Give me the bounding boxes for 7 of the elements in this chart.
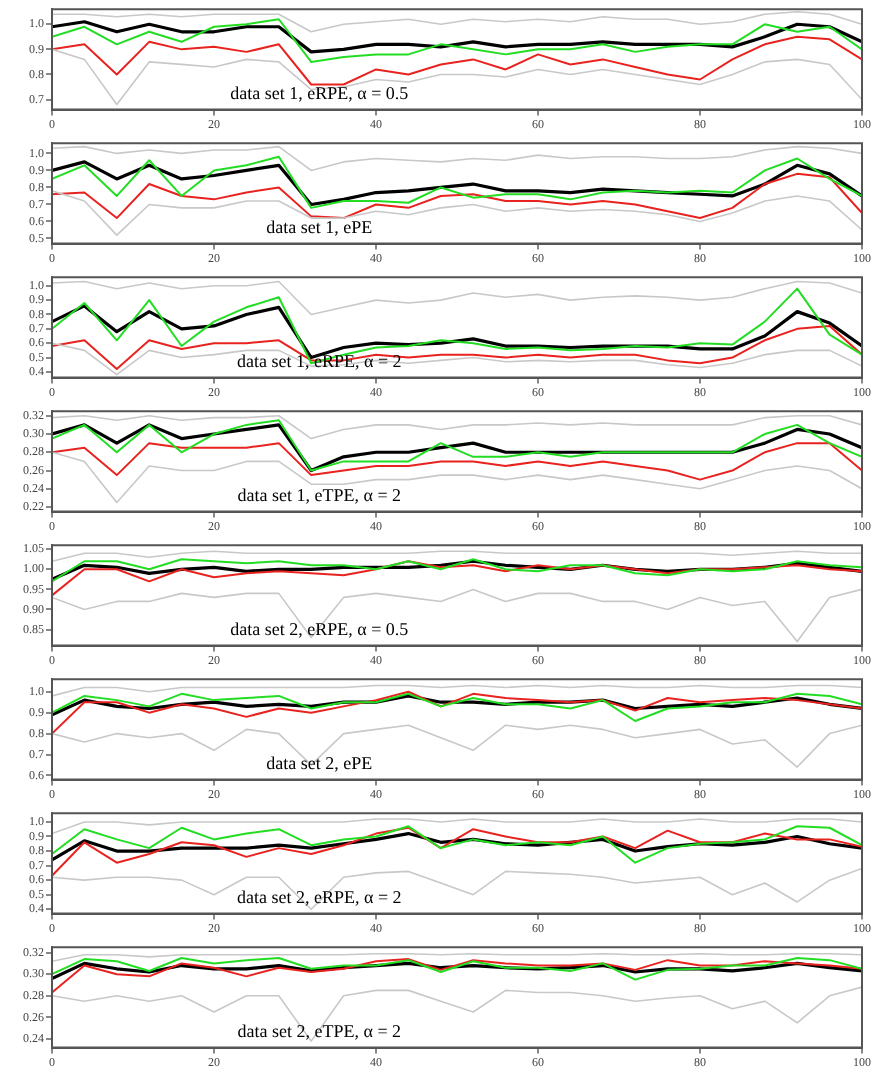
annotation: data set 2, eTPE, α = 2 (237, 1021, 402, 1042)
annotation: data set 1, eRPE, α = 0.5 (230, 83, 410, 104)
annotation: data set 2, eRPE, α = 0.5 (230, 619, 410, 640)
annotation: data set 1, eTPE, α = 2 (237, 485, 402, 506)
annotation: data set 2, ePE (266, 753, 374, 774)
annotation: data set 2, eRPE, α = 2 (237, 887, 402, 908)
annotation: data set 1, ePE (266, 217, 374, 238)
